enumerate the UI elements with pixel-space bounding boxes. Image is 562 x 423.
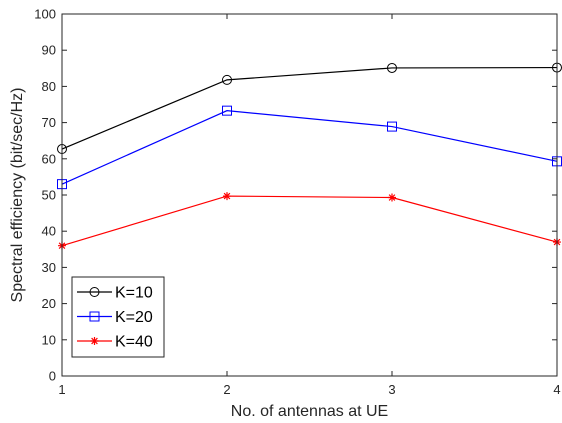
x-tick-label: 3 xyxy=(388,382,395,397)
y-tick-label: 0 xyxy=(49,369,56,384)
x-tick-label: 4 xyxy=(553,382,560,397)
x-tick-label: 1 xyxy=(58,382,65,397)
series-line-k-10 xyxy=(61,66,558,150)
y-tick-label: 20 xyxy=(42,296,56,311)
y-tick-label: 90 xyxy=(42,43,56,58)
y-tick-label: 80 xyxy=(42,79,56,94)
y-tick-label: 10 xyxy=(42,332,56,347)
y-tick-label: 100 xyxy=(34,7,56,22)
y-tick-label: 30 xyxy=(42,260,56,275)
data-point-k-20 xyxy=(222,105,232,116)
data-point-k-10 xyxy=(387,62,397,73)
y-axis-label: Spectral efficiency (bit/sec/Hz) xyxy=(9,88,26,303)
x-tick-label: 2 xyxy=(223,382,230,397)
legend-label-k-20: K=20 xyxy=(115,309,153,326)
legend-marker-k-20 xyxy=(89,311,100,322)
legend-marker-k-40 xyxy=(90,337,99,345)
data-point-k-20 xyxy=(387,121,397,132)
legend-marker-k-10 xyxy=(89,287,100,297)
series-line-k-40 xyxy=(61,195,558,247)
series-line-k-20 xyxy=(61,110,558,185)
data-point-k-40 xyxy=(223,192,231,201)
legend-label-k-10: K=10 xyxy=(115,285,153,302)
data-point-k-40 xyxy=(388,193,396,202)
y-tick-label: 70 xyxy=(42,115,56,130)
legend-label-k-40: K=40 xyxy=(115,334,153,351)
y-tick-label: 60 xyxy=(42,151,56,166)
x-axis-label: No. of antennas at UE xyxy=(231,403,388,420)
y-tick-label: 40 xyxy=(42,224,56,239)
legend: K=10 K=20 K=40 xyxy=(71,276,165,358)
data-point-k-10 xyxy=(222,74,232,85)
axis-ticks: 0 10 20 30 40 50 60 70 80 90 100 1 2 3 4 xyxy=(34,7,560,398)
y-tick-label: 50 xyxy=(42,188,56,203)
